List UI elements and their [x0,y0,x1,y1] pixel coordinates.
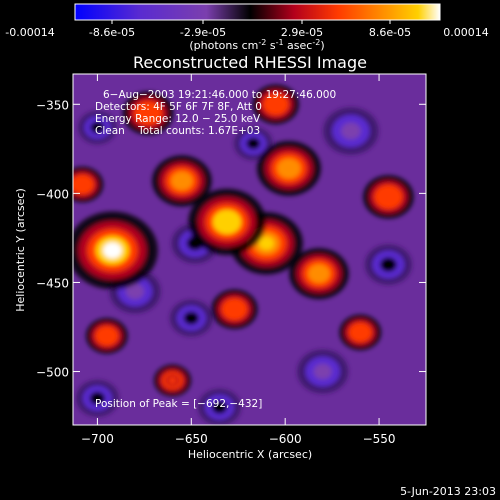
negative-region [90,121,105,134]
footer-date: 5-Jun-2013 23:03 [400,485,496,498]
info-annotations: 6−Aug−2003 19:21:46.000 to 19:27:46.000 … [95,89,336,137]
x-axis-label: Heliocentric X (arcsec) [188,448,312,461]
colorbar-ticks [111,20,391,24]
emission-source [219,215,235,229]
negative-region [183,311,199,325]
colorbar-gradient [74,3,441,21]
negative-region [211,400,228,414]
colorbar-tick-label: -8.6e-05 [89,26,135,39]
annotation-energy-range: Energy Range: 12.0 − 25.0 keV [95,113,261,125]
annotation-detectors: Detectors: 4F 5F 6F 7F 8F, Att 0 [95,101,262,113]
emission-source [312,268,326,279]
negative-region [246,137,261,150]
colorbar: -0.00014 -8.6e-05 -2.9e-05 2.9e-05 8.6e-… [5,3,489,52]
emission-source [356,328,365,337]
y-axis-label: Heliocentric Y (arcsec) [14,188,27,312]
colorbar-unit-label: (photons cm-2 s-1 asec-2) [189,38,324,52]
y-tick-label: −500 [36,366,69,380]
x-tick-label: −700 [81,432,114,446]
emission-source [142,108,154,118]
emission-source [258,236,274,250]
annotation-time-range: 6−Aug−2003 19:21:46.000 to 19:27:46.000 [103,89,336,101]
emission-source [282,162,296,175]
colorbar-tick-label: -0.00014 [5,26,54,39]
plot-frame [72,73,427,426]
colorbar-tick-label: -2.9e-05 [180,26,226,39]
negative-region [313,363,332,380]
x-tick-label: −550 [363,432,396,446]
negative-region [380,257,397,272]
chart-title: Reconstructed RHESSI Image [133,53,367,72]
negative-region [341,122,361,140]
emission-source [102,332,112,340]
y-tick-label: −450 [36,276,69,290]
negative-region [125,283,145,300]
emission-source [271,100,281,109]
y-tick-label: −400 [36,187,69,201]
x-tick-label: −600 [269,432,302,446]
x-axis: −700 −650 −600 −550 [81,74,396,446]
emission-source [103,242,122,259]
colorbar-tick-label: 0.00014 [443,26,489,39]
colorbar-tick-labels: -0.00014 -8.6e-05 -2.9e-05 2.9e-05 8.6e-… [5,26,488,39]
emission-source [78,180,87,189]
negative-region [89,391,106,405]
y-axis: −350 −400 −450 −500 [36,98,426,380]
peak-position-label: Position of Peak = [−692,−432] [95,398,262,410]
emission-source [168,377,177,384]
colorbar-tick-label: 2.9e-05 [281,26,323,39]
emission-source [383,192,394,202]
colorbar-tick-label: 8.6e-05 [369,26,411,39]
emission-source [229,305,240,314]
x-tick-label: −650 [175,432,208,446]
y-tick-label: −350 [36,98,69,112]
heatmap-layer [73,84,414,425]
emission-source [175,175,189,187]
annotation-clean-counts: Clean Total counts: 1.67E+03 [95,125,260,137]
